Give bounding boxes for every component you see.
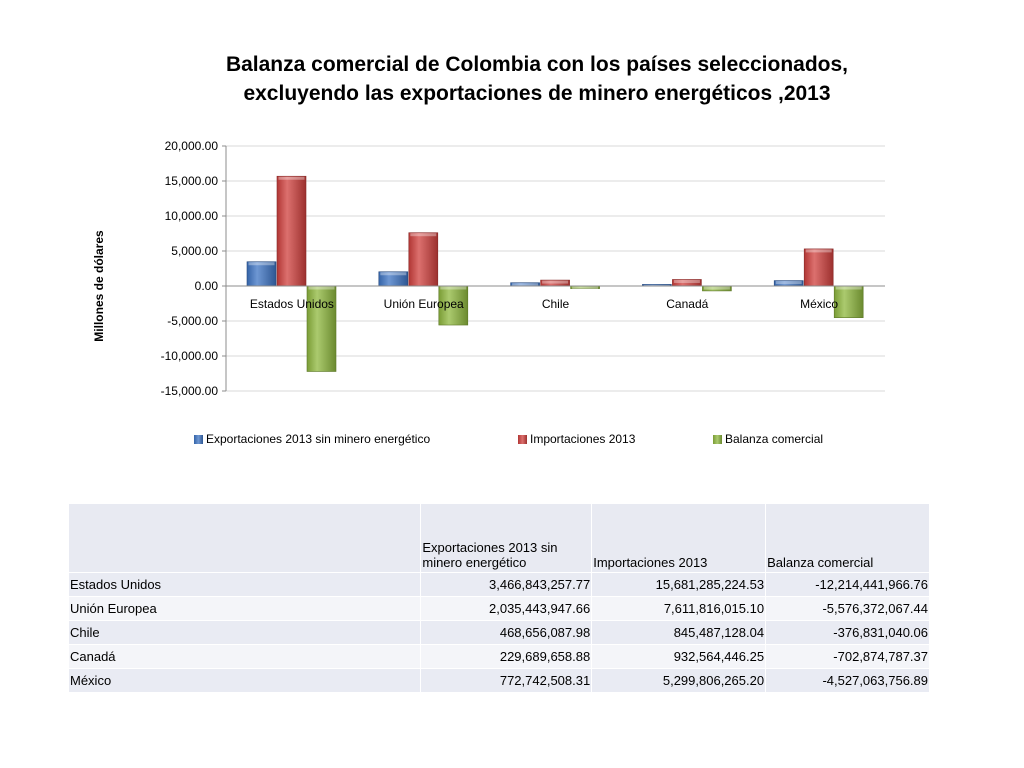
bar-chart: 20,000.00 15,000.00 10,000.00 5,000.00 0.00 -…: [161, 139, 885, 398]
legend-label: Balanza comercial: [725, 432, 824, 446]
bar-highlight: [278, 176, 305, 180]
table-cell-country: Estados Unidos: [67, 572, 422, 597]
bar-highlight: [308, 286, 335, 290]
table-cell-imports: 845,487,128.04: [591, 620, 767, 645]
bar-highlight: [380, 272, 407, 276]
x-tick-label: Chile: [542, 297, 570, 311]
table-cell-balance: -12,214,441,966.76: [765, 572, 930, 597]
table-cell-exports: 772,742,508.31: [420, 668, 593, 693]
bar-highlight: [703, 286, 730, 290]
y-axis-label-text: Millones de dólares: [92, 230, 106, 342]
table-cell-imports: 5,299,806,265.20: [591, 668, 767, 693]
chart-title: Balanza comercial de Colombia con los pa…: [180, 50, 894, 108]
y-tick-label: 5,000.00: [171, 244, 218, 258]
legend-label: Exportaciones 2013 sin minero energético: [206, 432, 431, 446]
bar: [438, 285, 469, 326]
legend-label: Importaciones 2013: [530, 432, 636, 446]
legend-item: Balanza comercial: [713, 432, 823, 446]
table-cell-exports: 468,656,087.98: [420, 620, 593, 645]
y-tick-label: -10,000.00: [161, 349, 219, 363]
table-cell-country: Canadá: [67, 644, 422, 669]
table-cell-imports: 15,681,285,224.53: [591, 572, 767, 597]
bar: [306, 285, 337, 372]
y-tick-label: 10,000.00: [165, 209, 219, 223]
table-header-blank: [67, 503, 422, 573]
chart-title-line-1: Balanza comercial de Colombia con los pa…: [225, 53, 849, 76]
table-cell-exports: 2,035,443,947.66: [420, 596, 593, 621]
legend-swatch: [713, 434, 722, 444]
table-row: Chile 468,656,087.98 845,487,128.04 -376…: [67, 620, 930, 645]
y-tick-label: 15,000.00: [165, 174, 219, 188]
y-tick-label: 20,000.00: [165, 139, 219, 153]
chart-title-line-2: excluyendo las exportaciones de minero e…: [243, 82, 831, 105]
bar: [276, 175, 307, 287]
table-row: Unión Europea 2,035,443,947.66 7,611,816…: [67, 596, 930, 621]
data-table: Exportaciones 2013 sin minero energético…: [67, 503, 930, 693]
table-row: México 772,742,508.31 5,299,806,265.20 -…: [67, 668, 930, 693]
table-cell-balance: -376,831,040.06: [765, 620, 930, 645]
legend-swatch: [194, 434, 203, 444]
table-cell-country: México: [67, 668, 422, 693]
bar: [833, 285, 864, 318]
bar-highlight: [248, 262, 275, 266]
table-cell-balance: -4,527,063,756.89: [765, 668, 930, 693]
bar-highlight: [805, 249, 832, 253]
table-header-exports: Exportaciones 2013 sin minero energético: [420, 503, 593, 573]
table-cell-balance: -702,874,787.37: [765, 644, 930, 669]
x-tick-label: México: [800, 297, 838, 311]
table-cell-imports: 932,564,446.25: [591, 644, 767, 669]
bar-highlight: [542, 280, 569, 284]
table-header-imports: Importaciones 2013: [591, 503, 767, 573]
legend-item: Importaciones 2013: [518, 432, 635, 446]
bar-highlight: [835, 286, 862, 290]
x-tick-label: Unión Europea: [384, 297, 464, 311]
bar-highlight: [440, 286, 467, 290]
bar: [408, 232, 439, 287]
table-cell-country: Chile: [67, 620, 422, 645]
table-cell-exports: 3,466,843,257.77: [420, 572, 593, 597]
legend-swatch: [518, 434, 527, 444]
bar-highlight: [572, 286, 599, 290]
bar: [246, 261, 277, 287]
y-tick-label: -15,000.00: [161, 384, 219, 398]
table-cell-balance: -5,576,372,067.44: [765, 596, 930, 621]
y-tick-label: -5,000.00: [167, 314, 218, 328]
table-row: Estados Unidos 3,466,843,257.77 15,681,2…: [67, 572, 930, 597]
table-cell-country: Unión Europea: [67, 596, 422, 621]
legend-item: Exportaciones 2013 sin minero energético: [194, 432, 430, 446]
bar-highlight: [512, 283, 539, 287]
bar: [803, 248, 834, 287]
bar-highlight: [673, 279, 700, 283]
x-tick-label: Canadá: [666, 297, 708, 311]
y-tick-label: 0.00: [195, 279, 219, 293]
table-row: Canadá 229,689,658.88 932,564,446.25 -70…: [67, 644, 930, 669]
table-header-balance: Balanza comercial: [765, 503, 930, 573]
table-header-row: Exportaciones 2013 sin minero energético…: [67, 503, 930, 573]
table-cell-imports: 7,611,816,015.10: [591, 596, 767, 621]
bar-highlight: [410, 233, 437, 237]
chart-legend: Exportaciones 2013 sin minero energético…: [0, 432, 1024, 450]
x-tick-label: Estados Unidos: [250, 297, 334, 311]
table-cell-exports: 229,689,658.88: [420, 644, 593, 669]
bar-highlight: [775, 281, 802, 285]
